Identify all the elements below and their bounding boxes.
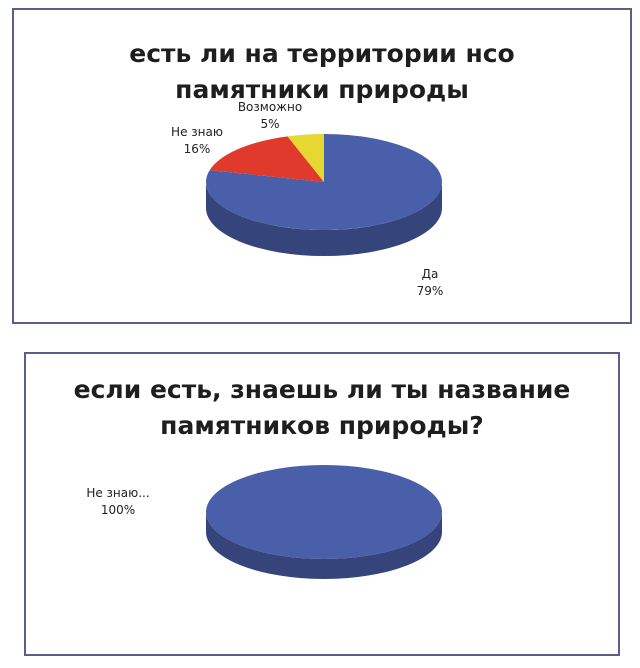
chart-panel-2: если есть, знаешь ли ты название памятни… [24,352,620,656]
pie-1-percent-0: 79% [417,284,444,298]
pie-1-percent-2: 5% [260,117,279,131]
pie-1-label-2: Возможно [238,100,302,114]
chart-2-title-line-2: памятников природы? [160,411,484,440]
pie-1-slice-незнаю [209,136,324,182]
pie-1-slice-да [205,134,442,230]
pie-chart-1: Да 79% Не знаю 16% Возможно 5% [171,100,444,298]
chart-1-title-line-1: есть ли на территории нсо [129,39,515,68]
pie-1-side-wall [206,182,442,256]
pie-2-slice-незнаю [206,465,442,559]
pie-1-label-1: Не знаю [171,125,223,139]
pie-1-slice-возможно [287,134,324,182]
chart-2-title: если есть, знаешь ли ты название памятни… [26,372,618,444]
pie-2-label-0: Не знаю... [86,486,149,500]
pie-1-group [205,134,442,256]
pie-1-percent-1: 16% [184,142,211,156]
chart-1-title-line-2: памятники природы [175,75,469,104]
pie-chart-2: Не знаю... 100% [86,465,442,579]
chart-1-title: есть ли на территории нсо памятники прир… [14,36,630,108]
pie-1-label-0: Да [422,267,439,281]
pie-2-side-wall [206,512,442,579]
chart-2-title-line-1: если есть, знаешь ли ты название [73,375,571,404]
pie-2-percent-0: 100% [101,503,135,517]
pie-2-group [206,465,442,579]
chart-panel-1: есть ли на территории нсо памятники прир… [12,8,632,324]
